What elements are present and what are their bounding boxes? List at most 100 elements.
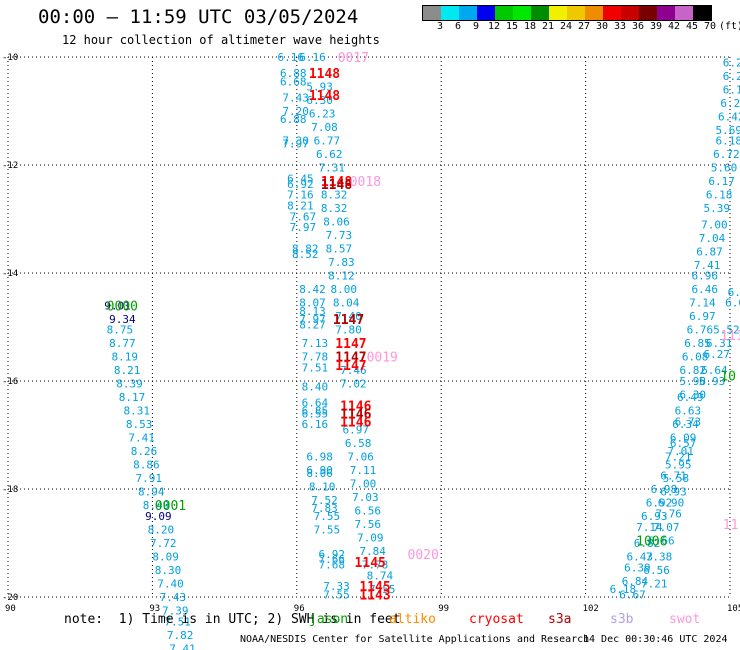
pass-time-label: 1146 [340, 407, 371, 422]
wave-height-value: 7.76 [655, 507, 682, 520]
wave-height-value: 8.49 [143, 499, 170, 512]
wave-height-value: 7.43 [282, 92, 309, 105]
wave-height-value: 7.07 [653, 521, 680, 534]
wave-height-value: 7.97 [290, 221, 317, 234]
pass-time-label: 1117 [720, 329, 740, 344]
pass-time-label: 0017 [338, 51, 369, 66]
wave-height-value: 7.52 [311, 494, 338, 507]
color-scale-label: (ft) [719, 21, 740, 32]
wave-height-value: 6.85 [302, 405, 329, 418]
color-scale-label: 15 [505, 21, 519, 32]
lon-tick-label: 96 [294, 604, 305, 614]
pass-time-label: 1145 [355, 556, 386, 571]
wave-height-value: 7.14 [636, 521, 663, 534]
wave-height-value: 6.92 [318, 548, 345, 561]
wave-height-value: 6.31 [706, 337, 733, 350]
wave-height-value: 8.77 [109, 337, 136, 350]
wave-height-value: 6.84 [622, 575, 649, 588]
wave-height-value: 8.39 [116, 378, 143, 391]
wave-height-value: 6.17 [708, 175, 735, 188]
wave-height-value: 8.32 [321, 202, 348, 215]
chart-title: 00:00 – 11:59 UTC 03/05/2024 [38, 6, 359, 28]
wave-height-value: 6.98 [651, 483, 678, 496]
wave-height-value: 6.16 [302, 418, 329, 431]
pass-time-label: 1148 [321, 175, 352, 190]
wave-height-value: 6.67 [619, 588, 646, 601]
pass-time-label: 0000 [107, 299, 138, 314]
wave-height-value: 6.64 [701, 364, 728, 377]
wave-height-value: 7.21 [665, 451, 692, 464]
pass-time-label: 1146 [340, 399, 371, 414]
lat-tick-label: -16 [2, 377, 18, 387]
wave-height-value: 5.60 [711, 162, 738, 175]
legend-item-s3a: s3a [548, 612, 572, 627]
wave-height-value: 5.39 [704, 202, 731, 215]
wave-height-value: 7.33 [323, 580, 350, 593]
wave-height-value: 8.75 [107, 324, 134, 337]
color-scale-label: 70 [703, 21, 717, 32]
legend-item-s3b: s3b [610, 612, 634, 627]
wave-height-value: 7.14 [689, 297, 716, 310]
wave-height-value: 8.52 [292, 248, 319, 261]
wave-height-value: 6.34 [672, 418, 699, 431]
wave-height-value: 8.31 [124, 405, 150, 418]
pass-time-label: 10 [720, 370, 736, 385]
wave-height-value: 7.73 [326, 229, 353, 242]
color-scale-label: 9 [472, 21, 480, 32]
wave-height-value: 6.27 [704, 348, 731, 361]
wave-height-value: 5.95 [665, 459, 692, 472]
wave-height-value: 5.93 [699, 375, 726, 388]
wave-height-value: 6.63 [675, 405, 702, 418]
pass-time-label: 1143 [359, 588, 390, 603]
wave-height-value: 7.09 [357, 532, 384, 545]
wave-height-value: 7.41 [694, 259, 721, 272]
color-scale-label: 18 [523, 21, 537, 32]
wave-height-value: 7.06 [347, 451, 374, 464]
wave-height-value: 7.30 [282, 135, 309, 148]
pass-time-label: 0001 [155, 499, 186, 514]
wave-height-value: 6.64 [302, 397, 329, 410]
wave-height-value: 6.09 [670, 432, 697, 445]
wave-height-value: 7.55 [314, 510, 341, 523]
color-swatch [513, 6, 531, 20]
wave-height-value: 5.52 [713, 324, 740, 337]
wave-height-value: 6.02 [725, 297, 740, 310]
wave-height-value: 6.87 [696, 245, 723, 258]
wave-height-value: 7.83 [328, 256, 355, 269]
wave-height-value: 8.82 [292, 243, 319, 256]
wave-height-value: 7.97 [282, 137, 309, 150]
wave-height-value: 6.92 [287, 178, 314, 191]
wave-height-value: 6.2 [723, 70, 740, 83]
color-scale-label: 6 [454, 21, 462, 32]
wave-height-value: 8.26 [131, 445, 158, 458]
wave-height-value: 7.68 [318, 559, 345, 572]
wave-height-value: 6.45 [287, 173, 314, 186]
wave-height-value: 6.30 [306, 94, 333, 107]
wave-height-value: 6.97 [689, 310, 716, 323]
wave-height-value: 7.41 [169, 642, 196, 650]
color-swatch [477, 6, 495, 20]
wave-height-value: 6.23 [309, 108, 336, 121]
wave-height-value: 7.46 [340, 364, 367, 377]
wave-height-value: 6.58 [345, 437, 372, 450]
color-scale-label: 27 [577, 21, 591, 32]
pass-time-label: 1146 [340, 416, 371, 431]
color-scale-label: 3 [436, 21, 444, 32]
wave-height-value: 8.09 [152, 551, 179, 564]
legend-item-altiko: altiko [389, 612, 436, 627]
pass-time-label: 1148 [309, 89, 340, 104]
wave-height-value: 8.27 [299, 318, 326, 331]
wave-height-value: 7.51 [164, 615, 191, 628]
wave-height-value: 8.07 [299, 297, 326, 310]
pass-time-label: 1147 [335, 359, 366, 374]
wave-height-value: 7.38 [646, 551, 673, 564]
wave-height-value: 8.19 [111, 351, 138, 364]
legend-item-cryosat: cryosat [469, 612, 524, 627]
wave-height-value: 7.78 [302, 351, 329, 364]
wave-height-value: 7.56 [355, 518, 382, 531]
color-swatch [549, 6, 567, 20]
wave-height-value: 6.15 [723, 83, 740, 96]
color-swatch [495, 6, 513, 20]
lat-tick-label: -20 [2, 593, 18, 603]
lat-tick-label: -14 [2, 269, 18, 279]
